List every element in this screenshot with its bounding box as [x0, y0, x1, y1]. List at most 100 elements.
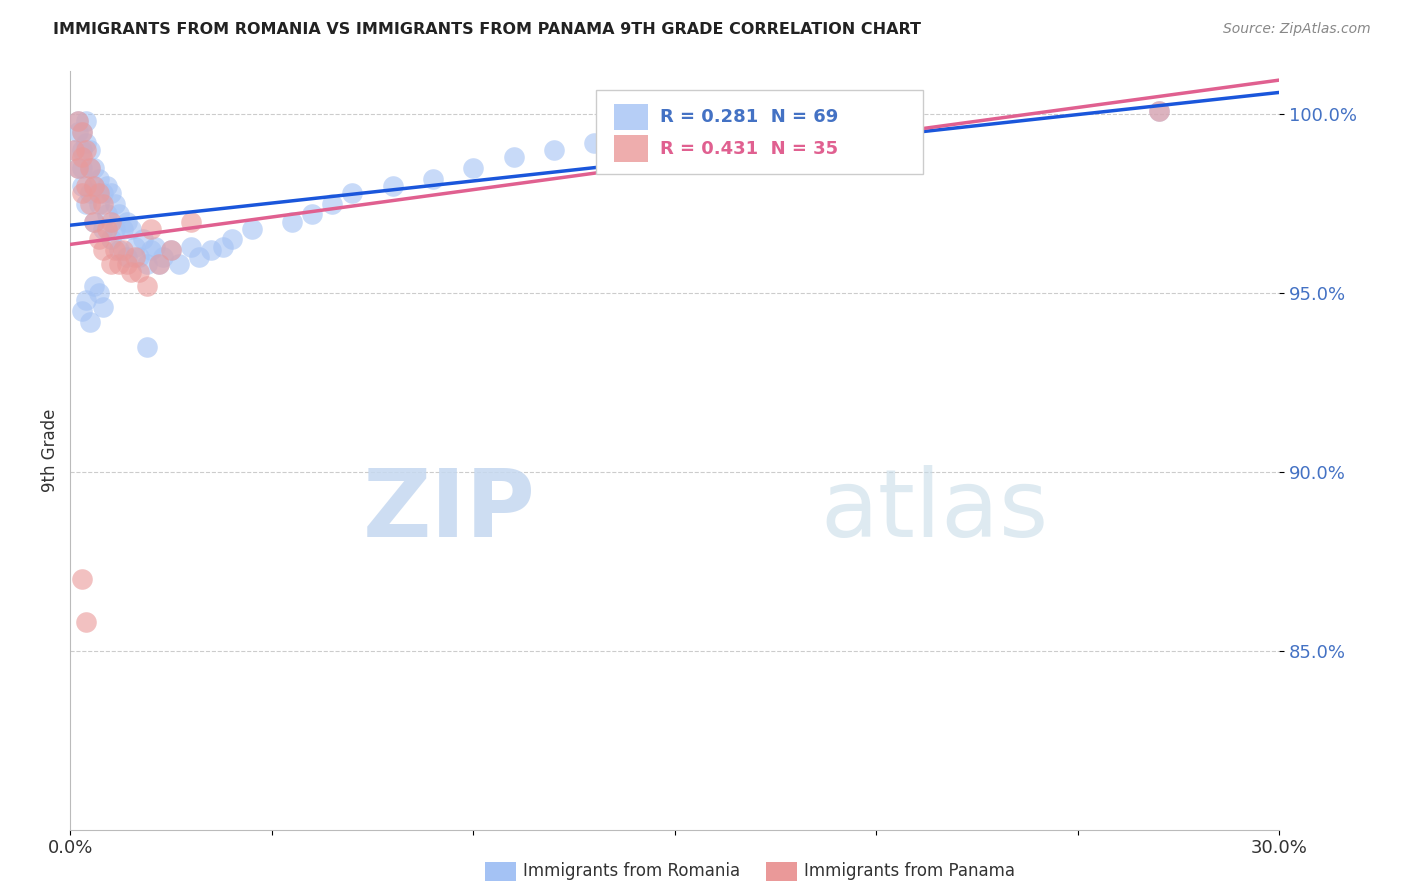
Text: IMMIGRANTS FROM ROMANIA VS IMMIGRANTS FROM PANAMA 9TH GRADE CORRELATION CHART: IMMIGRANTS FROM ROMANIA VS IMMIGRANTS FR… — [53, 22, 921, 37]
Text: R = 0.431  N = 35: R = 0.431 N = 35 — [661, 140, 838, 158]
Point — [67, 114, 90, 128]
Bar — [614, 136, 648, 162]
Point — [72, 304, 94, 318]
Point — [104, 221, 127, 235]
Point — [79, 161, 101, 175]
Point — [72, 161, 94, 175]
Point — [135, 258, 157, 272]
Point — [180, 214, 202, 228]
Point — [664, 125, 686, 139]
Point — [72, 178, 94, 193]
Point — [128, 250, 150, 264]
Point — [100, 232, 122, 246]
Text: Source: ZipAtlas.com: Source: ZipAtlas.com — [1223, 22, 1371, 37]
Point — [83, 279, 105, 293]
Point — [96, 178, 118, 193]
Point — [79, 315, 101, 329]
Point — [342, 186, 364, 200]
Point — [107, 207, 129, 221]
Point — [321, 196, 343, 211]
Point — [87, 186, 110, 200]
Point — [124, 250, 146, 264]
Point — [63, 143, 86, 157]
Point — [67, 161, 90, 175]
Point — [167, 258, 190, 272]
Point — [79, 161, 101, 175]
Point — [160, 243, 183, 257]
Point — [79, 196, 101, 211]
Point — [91, 243, 114, 257]
Point — [87, 232, 110, 246]
Text: Immigrants from Romania: Immigrants from Romania — [523, 863, 740, 880]
Point — [91, 301, 114, 315]
Point — [67, 125, 90, 139]
Point — [75, 196, 97, 211]
Point — [281, 214, 304, 228]
Point — [63, 143, 86, 157]
Point — [107, 243, 129, 257]
Point — [188, 250, 211, 264]
Point — [91, 186, 114, 200]
Point — [100, 258, 122, 272]
Point — [1147, 103, 1170, 118]
Point — [79, 186, 101, 200]
Point — [96, 221, 118, 235]
Text: atlas: atlas — [820, 465, 1049, 558]
Point — [75, 293, 97, 308]
Point — [83, 178, 105, 193]
Point — [100, 214, 122, 228]
Point — [75, 143, 97, 157]
Point — [87, 196, 110, 211]
Point — [704, 103, 727, 118]
Point — [148, 258, 170, 272]
Point — [83, 161, 105, 175]
Point — [111, 243, 134, 257]
Point — [91, 196, 114, 211]
Point — [72, 186, 94, 200]
Point — [143, 239, 166, 253]
Point — [72, 572, 94, 586]
Point — [79, 143, 101, 157]
Point — [148, 258, 170, 272]
Point — [139, 221, 162, 235]
Point — [104, 243, 127, 257]
Text: R = 0.281  N = 69: R = 0.281 N = 69 — [661, 108, 838, 126]
Point — [75, 615, 97, 629]
Point — [83, 178, 105, 193]
Point — [135, 279, 157, 293]
Point — [100, 186, 122, 200]
Point — [115, 250, 138, 264]
Point — [75, 136, 97, 150]
Point — [180, 239, 202, 253]
Point — [240, 221, 263, 235]
Point — [111, 221, 134, 235]
Point — [67, 114, 90, 128]
Point — [543, 143, 565, 157]
Point — [212, 239, 235, 253]
Point — [221, 232, 243, 246]
Point — [87, 171, 110, 186]
Point — [83, 214, 105, 228]
Point — [75, 178, 97, 193]
Bar — [614, 103, 648, 130]
Point — [135, 340, 157, 354]
Point — [72, 150, 94, 164]
Point — [132, 232, 155, 246]
Text: Immigrants from Panama: Immigrants from Panama — [804, 863, 1015, 880]
Point — [104, 196, 127, 211]
Point — [502, 150, 524, 164]
Point — [115, 258, 138, 272]
Point — [200, 243, 222, 257]
Point — [1147, 103, 1170, 118]
Point — [72, 125, 94, 139]
Point — [72, 143, 94, 157]
Point — [107, 258, 129, 272]
Point — [120, 265, 142, 279]
Point — [115, 214, 138, 228]
Point — [72, 125, 94, 139]
Point — [422, 171, 444, 186]
Point — [463, 161, 485, 175]
Point — [301, 207, 323, 221]
Point — [87, 286, 110, 301]
FancyBboxPatch shape — [596, 90, 922, 174]
